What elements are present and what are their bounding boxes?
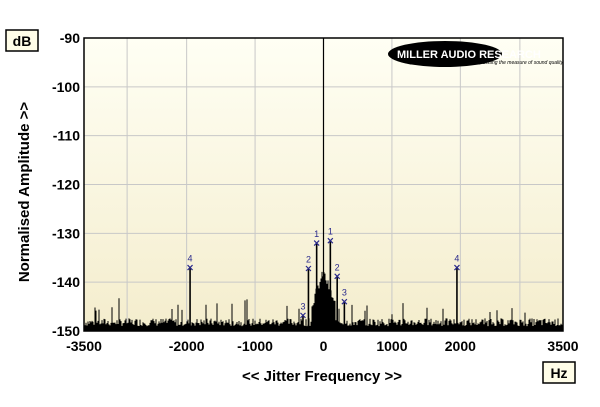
y-tick-label: -150: [52, 323, 80, 339]
peak-label: 3: [300, 301, 305, 311]
peak-marker: [187, 264, 193, 271]
peak-marker: [300, 312, 306, 319]
x-unit-box: Hz: [542, 361, 576, 384]
x-tick-label: 1000: [376, 338, 407, 354]
x-axis-title: << Jitter Frequency >>: [242, 368, 402, 385]
x-tick-label: -2000: [169, 338, 205, 354]
y-tick-label: -90: [60, 30, 80, 46]
peak-label: 4: [454, 254, 459, 264]
peak-marker: [334, 273, 341, 280]
logo-brand: MILLER AUDIO RESEARCH: [397, 49, 541, 61]
y-unit-box: dB: [5, 29, 39, 52]
peak-marker: [327, 237, 334, 244]
x-tick-label: 3500: [547, 338, 578, 354]
plot-frame: [83, 37, 564, 332]
x-tick-label: 2000: [445, 338, 476, 354]
peak-marker: [313, 240, 320, 247]
peak-label: 2: [335, 262, 340, 272]
harmonic-markers: 4 2 1 1 2 3 3 4: [187, 227, 460, 319]
peak-label: 1: [314, 229, 319, 239]
y-tick-label: -140: [52, 274, 80, 290]
x-tick-label: 0: [320, 338, 328, 354]
peak-marker: [454, 264, 460, 271]
y-tick-label: -110: [53, 128, 80, 144]
y-axis-title: Normalised Amplitude >>: [16, 102, 33, 283]
peak-marker: [341, 298, 348, 305]
y-tick-label: -130: [52, 225, 80, 241]
peak-label: 3: [342, 288, 347, 298]
spectrum-trace: [83, 240, 564, 331]
peak-label: 4: [188, 254, 193, 264]
x-tick-label: -1000: [237, 338, 273, 354]
peak-label: 1: [328, 227, 333, 237]
y-tick-label: -100: [52, 79, 80, 95]
y-tick-label: -120: [52, 177, 80, 193]
y-unit-label: dB: [13, 33, 32, 49]
x-unit-label: Hz: [550, 365, 567, 381]
x-tick-label: -3500: [66, 338, 102, 354]
tick-labels: -90 -100 -110 -120 -130 -140 -150-3500 -2000 -10…: [52, 30, 579, 354]
peak-label: 2: [306, 254, 311, 264]
miller-audio-research-logo: MILLER AUDIO RESEARCH Setting the measur…: [388, 41, 564, 67]
peak-marker: [305, 265, 312, 272]
logo-tagline: Setting the measure of sound quality: [482, 60, 564, 66]
